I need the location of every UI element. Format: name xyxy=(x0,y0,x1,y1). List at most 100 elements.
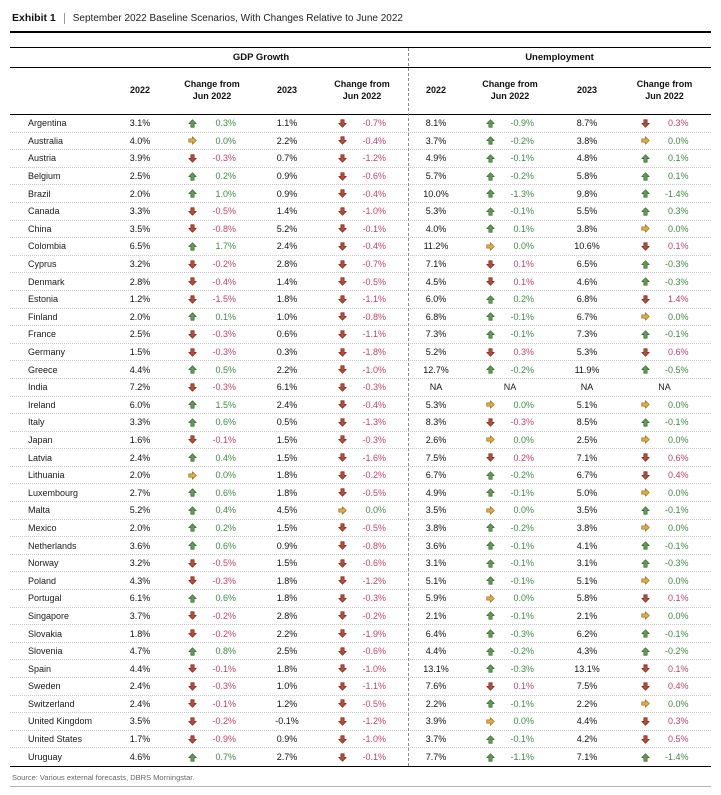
gdp-2023-change: 0.0% xyxy=(316,505,408,515)
change-value: -0.5% xyxy=(362,276,386,287)
gdp-2022-change: -0.3% xyxy=(166,382,258,392)
change-value: 0.3% xyxy=(513,347,534,358)
down-arrow-icon xyxy=(338,277,347,286)
country-label: Poland xyxy=(28,575,57,586)
unemp-2023-value: 4.2% xyxy=(576,734,598,745)
gdp-2022-change: -0.9% xyxy=(166,734,258,744)
change-value: 0.7% xyxy=(215,752,236,763)
down-arrow-icon xyxy=(188,259,197,269)
change-value: 0.5% xyxy=(215,364,236,375)
down-arrow-icon xyxy=(338,136,347,146)
unemp-2023-change: -0.5% xyxy=(618,365,711,375)
unemp-2022-change: 0.1% xyxy=(464,224,556,234)
gdp-2022-change: -0.2% xyxy=(166,259,258,269)
country-label: Spain xyxy=(28,663,52,674)
gdp-2022-change: 0.4% xyxy=(166,505,258,515)
change-value: -0.2% xyxy=(510,135,534,146)
gdp-2023-change: -1.0% xyxy=(316,734,408,744)
gdp-2023-value: 0.9% xyxy=(276,171,298,182)
up-arrow-icon xyxy=(640,646,650,656)
down-arrow-icon xyxy=(188,347,197,357)
unemp-2022-change: -0.1% xyxy=(464,153,556,163)
gdp-2023-value: 2.4% xyxy=(276,241,298,252)
unemp-2023-change: 1.4% xyxy=(618,294,711,304)
up-arrow-icon xyxy=(486,646,495,656)
gdp-2023-change: -1.3% xyxy=(316,417,408,427)
down-arrow-icon xyxy=(640,471,650,480)
unemp-2023-change: -0.1% xyxy=(618,505,711,515)
change-value: 0.1% xyxy=(215,311,236,322)
change-value: -1.3% xyxy=(362,417,386,428)
group-header-gdp: GDP Growth xyxy=(232,52,290,63)
table-row: Germany 1.5% -0.3% 0.3% -1.8% 5.2% 0.3% 5.3% 0.6… xyxy=(10,344,711,362)
gdp-2022-change: 1.5% xyxy=(166,400,258,410)
change-value: -0.5% xyxy=(212,558,236,569)
unemp-2023-value: 4.3% xyxy=(576,646,598,657)
change-value: -0.1% xyxy=(362,752,386,763)
change-value: -0.1% xyxy=(510,153,534,164)
gdp-2023-change: -0.5% xyxy=(316,277,408,287)
change-value: 0.0% xyxy=(513,505,534,516)
up-arrow-icon xyxy=(486,611,495,621)
change-value: -0.9% xyxy=(212,734,236,745)
country-label: Argentina xyxy=(28,118,67,129)
unemp-2022-value: 5.9% xyxy=(425,593,447,604)
down-arrow-icon xyxy=(338,207,347,216)
exhibit-title: September 2022 Baseline Scenarios, With … xyxy=(72,12,403,24)
up-arrow-icon xyxy=(486,207,495,216)
table-row: Uruguay 4.6% 0.7% 2.7% -0.1% 7.7% -1.1% 7.1% -1.… xyxy=(10,748,711,766)
gdp-2022-change: 0.2% xyxy=(166,523,258,533)
change-value: -1.0% xyxy=(362,663,386,674)
group-header-unemployment: Unemployment xyxy=(525,52,594,63)
flat-arrow-icon xyxy=(486,594,495,603)
unemp-2023-change: 0.4% xyxy=(618,470,711,480)
down-arrow-icon xyxy=(486,259,495,269)
up-arrow-icon xyxy=(640,629,650,638)
column-header-unemp-2022: 2022 xyxy=(425,85,447,96)
table-row: Finland 2.0% 0.1% 1.0% -0.8% 6.8% -0.1% 6.7% 0.0… xyxy=(10,309,711,327)
down-arrow-icon xyxy=(486,418,495,427)
change-value: -0.3% xyxy=(212,347,236,358)
up-arrow-icon xyxy=(188,171,197,181)
gdp-2023-value: 1.2% xyxy=(276,698,298,709)
change-value: -0.6% xyxy=(362,558,386,569)
gdp-2022-change: 0.7% xyxy=(166,752,258,762)
change-value: -0.9% xyxy=(510,118,534,129)
gdp-2022-change: -1.5% xyxy=(166,294,258,304)
gdp-2022-value: 2.4% xyxy=(129,698,151,709)
down-arrow-icon xyxy=(640,347,650,357)
table-row: Ireland 6.0% 1.5% 2.4% -0.4% 5.3% 0.0% 5.1% 0.0% xyxy=(10,397,711,415)
unemp-2023-change: 0.1% xyxy=(618,241,711,251)
up-arrow-icon xyxy=(486,753,495,762)
change-value: 0.4% xyxy=(667,470,689,481)
change-value: -0.3% xyxy=(664,276,689,287)
down-arrow-icon xyxy=(188,277,197,286)
gdp-2023-value: 2.7% xyxy=(276,752,298,763)
gdp-2022-change: -0.3% xyxy=(166,329,258,339)
gdp-2022-value: 7.2% xyxy=(129,382,151,393)
up-arrow-icon xyxy=(640,753,650,762)
change-value: -0.7% xyxy=(362,259,386,270)
change-value: -0.1% xyxy=(664,505,689,516)
unemp-2022-value: 6.0% xyxy=(425,294,447,305)
change-value: 0.1% xyxy=(667,663,689,674)
column-header-gdp-change-2022: Change from Jun 2022 xyxy=(184,79,240,101)
table-row: Austria 3.9% -0.3% 0.7% -1.2% 4.9% -0.1% 4.8% 0.… xyxy=(10,150,711,168)
unemp-2023-change: -0.1% xyxy=(618,329,711,339)
unemp-2023-change: -1.4% xyxy=(618,752,711,762)
down-arrow-icon xyxy=(188,717,197,726)
gdp-2023-value: 1.5% xyxy=(276,558,298,569)
up-arrow-icon xyxy=(640,277,650,286)
change-value: -0.3% xyxy=(212,575,236,586)
flat-arrow-icon xyxy=(338,506,347,515)
unemp-2023-change: 0.6% xyxy=(618,453,711,463)
change-value: 0.6% xyxy=(667,452,689,463)
country-label: Germany xyxy=(28,347,66,358)
unemp-2023-change: 0.0% xyxy=(618,488,711,498)
down-arrow-icon xyxy=(338,576,347,585)
unemp-2023-value: 3.8% xyxy=(576,135,598,146)
change-value: 0.1% xyxy=(667,593,689,604)
gdp-2022-value: 6.1% xyxy=(129,593,151,604)
gdp-2022-value: 4.3% xyxy=(129,575,151,586)
unemp-2023-value: 5.0% xyxy=(576,487,598,498)
